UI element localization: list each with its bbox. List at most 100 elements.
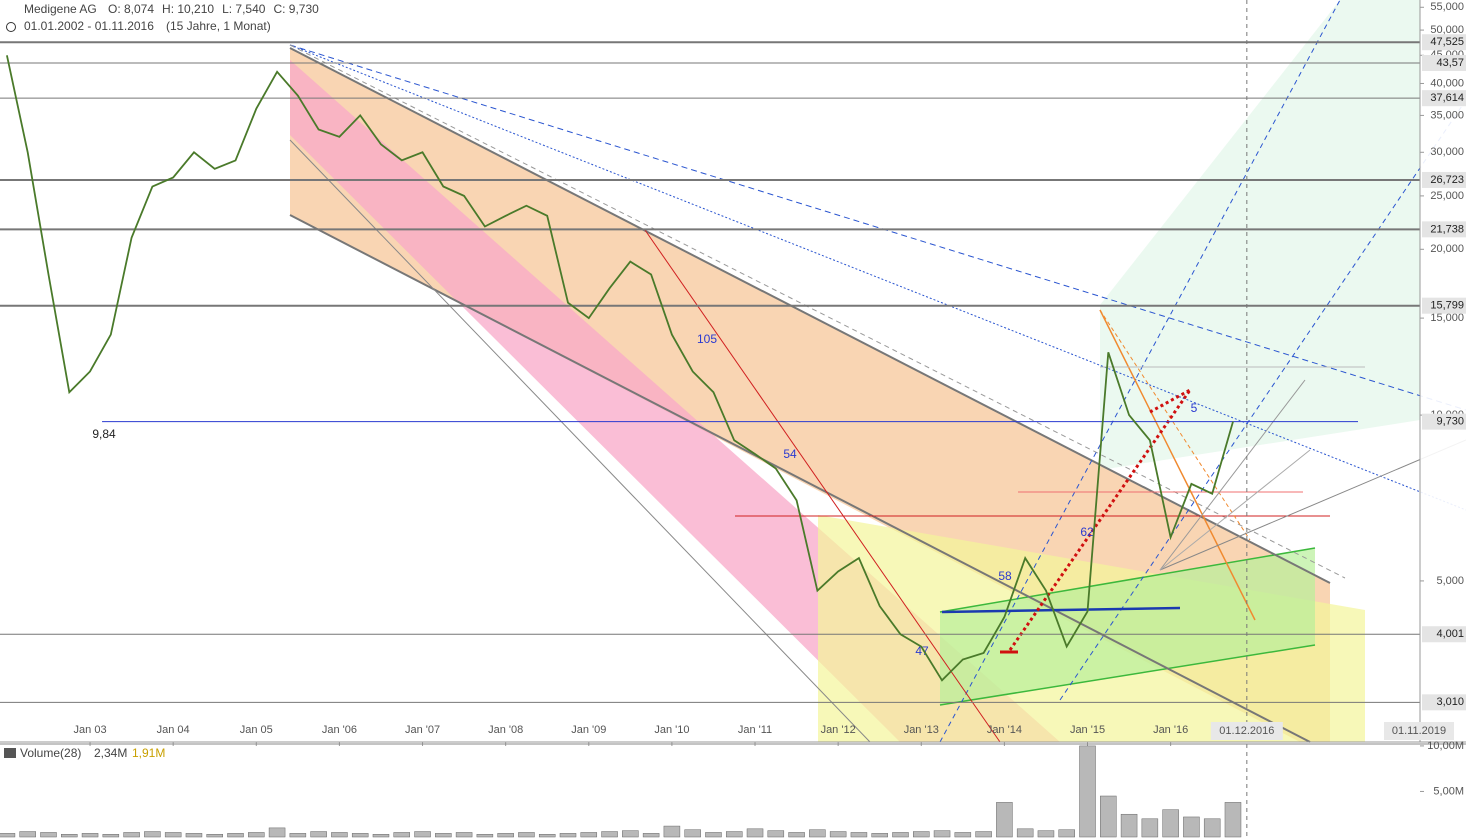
period: (15 Jahre, 1 Monat) — [166, 19, 271, 33]
x-tick-label: Jan '12 — [821, 724, 856, 736]
volume-bar — [580, 832, 598, 838]
channel-label: 105 — [697, 332, 717, 346]
volume-icon — [4, 748, 16, 758]
level-box — [1422, 171, 1466, 188]
volume-bar — [81, 833, 99, 838]
level-label: 43,57 — [1436, 57, 1464, 69]
axes: 5,00010,00015,00020,00025,00030,00035,00… — [74, 1, 1466, 746]
volume-bar — [310, 831, 327, 838]
volume-bar — [1162, 809, 1179, 838]
y-tick-label: 40,000 — [1430, 77, 1464, 89]
green-channel — [1100, 0, 1420, 470]
volume-bar — [518, 832, 535, 838]
y-tick-label: 30,000 — [1430, 146, 1464, 158]
subtitle: 01.01.2002 - 01.11.2016 — [24, 19, 154, 33]
channel-label: 54 — [783, 447, 797, 461]
volume-bar — [1183, 816, 1200, 838]
low-label: 9,84 — [92, 427, 116, 441]
level-label: 21,738 — [1430, 223, 1464, 235]
ohlc-value: L: 7,540 — [222, 2, 266, 16]
channel-line — [289, 214, 1311, 743]
ohlc-value: H: 10,210 — [162, 2, 214, 16]
x-tick-label: Jan 04 — [157, 724, 190, 736]
orange-line — [1099, 309, 1256, 621]
red-line — [644, 229, 1001, 743]
levels — [0, 0, 1420, 838]
volume-bar — [1100, 795, 1117, 838]
volume-bar — [663, 825, 681, 838]
y-tick-label: 25,000 — [1430, 190, 1464, 202]
fan-line — [1159, 379, 1306, 571]
volume-bar — [684, 829, 701, 838]
level-label: 47,525 — [1430, 36, 1464, 48]
volume-bar — [61, 834, 78, 838]
volume-bar — [1058, 829, 1075, 838]
volume-bar — [455, 832, 473, 838]
volume-bar — [289, 833, 307, 838]
blue-line — [941, 606, 1181, 614]
volume-bar — [850, 832, 868, 838]
level-box — [1422, 626, 1466, 643]
volume-bar — [144, 831, 161, 838]
x-tick-label: Jan '15 — [1070, 724, 1105, 736]
axis-strip — [1420, 0, 1466, 742]
fan-line — [1159, 449, 1311, 571]
end-label-box — [1384, 722, 1454, 740]
volume-bar — [622, 830, 639, 838]
level-box — [1422, 221, 1466, 238]
volume-bar — [705, 832, 722, 838]
trend-line — [289, 44, 1346, 579]
green-line — [939, 644, 1316, 706]
ohlc-value: O: 8,074 — [108, 2, 154, 16]
level-box — [1422, 413, 1466, 430]
volume-bar — [248, 832, 265, 838]
price-line — [6, 55, 1234, 682]
y-tick-label: 5,000 — [1436, 575, 1464, 587]
level-box — [1422, 297, 1466, 314]
end-label: 01.11.2019 — [1392, 725, 1446, 737]
volume-bar — [1016, 828, 1034, 838]
level-label: 3,010 — [1436, 696, 1464, 708]
channel-label: 5 — [1191, 401, 1198, 415]
x-tick-label: Jan '08 — [488, 724, 523, 736]
volume-bar — [1203, 818, 1221, 838]
trend-line — [939, 0, 1341, 743]
volume-bar — [206, 834, 223, 838]
volume-bar — [476, 834, 494, 838]
level-box — [1422, 55, 1466, 72]
level-label: 4,001 — [1436, 628, 1464, 640]
y-tick-label: 55,000 — [1430, 1, 1464, 13]
level-box — [1422, 694, 1466, 711]
channel-line — [289, 47, 1331, 584]
trend-line — [289, 139, 871, 743]
volume-bar — [642, 833, 660, 838]
volume-bar — [559, 833, 577, 838]
ohlc: O: 8,074 H: 10,210 L: 7,540 C: 9,730 — [108, 2, 319, 16]
volume-bar — [102, 834, 120, 838]
channel-label: 58 — [998, 569, 1012, 583]
volume-bar — [1037, 830, 1055, 838]
volume-bar — [372, 834, 390, 838]
level-label: 9,730 — [1436, 416, 1464, 428]
clock-icon — [6, 22, 16, 32]
x-tick-label: Jan '14 — [987, 724, 1022, 736]
volume-last: 2,34M — [94, 746, 127, 760]
volume-bar — [538, 834, 556, 838]
orange-line — [1099, 309, 1251, 541]
volume-bar — [497, 833, 514, 838]
level-box — [1422, 90, 1466, 107]
x-tick-label: Jan '10 — [654, 724, 689, 736]
volume-bar — [871, 833, 888, 838]
x-tick-label: Jan '09 — [571, 724, 606, 736]
volume-ma: 1,91M — [132, 746, 165, 760]
volume-tick-label: 5,00M — [1433, 785, 1464, 797]
y-tick-label: 35,000 — [1430, 109, 1464, 121]
date-marker-label: 01.12.2016 — [1219, 725, 1274, 737]
x-tick-label: Jan '07 — [405, 724, 440, 736]
volume-bar — [185, 833, 203, 838]
volume-name: Volume(28) — [20, 746, 81, 760]
volume-bar — [19, 831, 36, 838]
volume-bar — [1120, 813, 1138, 838]
volume-bar — [829, 831, 847, 838]
